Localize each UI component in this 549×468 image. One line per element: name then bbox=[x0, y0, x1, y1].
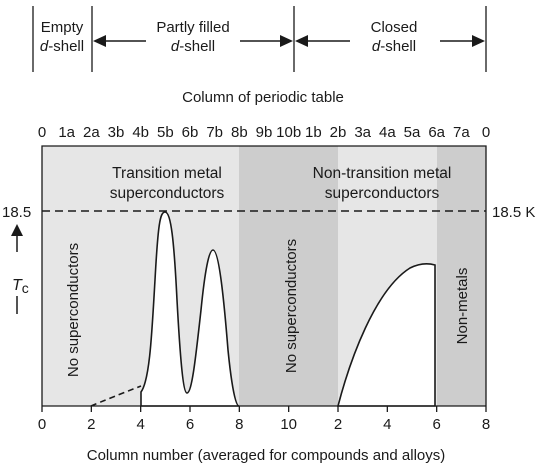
top-tick-label: 0 bbox=[482, 124, 490, 141]
partly-arrow-right-head bbox=[280, 35, 293, 47]
bottom-tick-label: 2 bbox=[334, 416, 342, 433]
top-tick-label: 7a bbox=[453, 124, 470, 141]
top-tick-label: 1b bbox=[305, 124, 322, 141]
y-max-label-right: 18.5 K bbox=[492, 204, 535, 221]
closed-arrow-right-head bbox=[472, 35, 485, 47]
plot-border bbox=[41, 145, 487, 406]
region-no-sc-middle bbox=[239, 146, 338, 406]
tc-symbol: Tc bbox=[12, 277, 29, 296]
top-tick-label: 3a bbox=[354, 124, 371, 141]
shell-bar: Empty d-shell Partly filled d-shell Clos… bbox=[32, 6, 487, 72]
top-tick-label: 0 bbox=[38, 124, 46, 141]
empty-shell-label-2: d-shell bbox=[40, 38, 84, 55]
top-tick-label: 1a bbox=[58, 124, 75, 141]
no-sc-left-label: No superconductors bbox=[65, 243, 82, 377]
y-max-label-left: 18.5 bbox=[2, 204, 31, 221]
non-transition-tc-curve bbox=[336, 262, 436, 407]
partly-arrow-left-head bbox=[93, 35, 106, 47]
non-transition-label-1: Non-transition metal bbox=[313, 165, 452, 182]
top-tick-label: 2a bbox=[83, 124, 100, 141]
bottom-tick-label: 8 bbox=[235, 416, 243, 433]
transition-label-2: superconductors bbox=[110, 185, 225, 202]
bottom-tick-label: 6 bbox=[186, 416, 194, 433]
top-tick-label: 5b bbox=[157, 124, 174, 141]
partly-shell-label-1: Partly filled bbox=[156, 19, 229, 36]
bottom-tick-label: 4 bbox=[136, 416, 144, 433]
top-tick-label: 2b bbox=[330, 124, 347, 141]
tc-arrow-icon bbox=[11, 224, 23, 252]
transition-label-1: Transition metal bbox=[112, 165, 222, 182]
top-tick-label: 8b bbox=[231, 124, 248, 141]
top-tick-label: 5a bbox=[404, 124, 421, 141]
non-metals-label: Non-metals bbox=[454, 268, 471, 345]
top-tick-label: 3b bbox=[108, 124, 125, 141]
empty-shell-label-1: Empty bbox=[41, 19, 84, 36]
bottom-tick-label: 2 bbox=[87, 416, 95, 433]
closed-arrow-left-head bbox=[295, 35, 308, 47]
non-transition-label-2: superconductors bbox=[325, 185, 440, 202]
top-tick-label: 7b bbox=[206, 124, 223, 141]
top-axis-title: Column of periodic table bbox=[182, 89, 344, 106]
bottom-axis-ticks: 0 2 4 6 8 10 2 4 6 8 bbox=[38, 406, 490, 433]
top-tick-label: 4a bbox=[379, 124, 396, 141]
partly-shell-label-2: d-shell bbox=[171, 38, 215, 55]
no-sc-middle-label: No superconductors bbox=[283, 239, 300, 373]
bottom-tick-label: 4 bbox=[383, 416, 391, 433]
region-non-metals bbox=[437, 146, 486, 406]
bottom-tick-label: 6 bbox=[432, 416, 440, 433]
top-tick-label: 10b bbox=[276, 124, 301, 141]
bottom-tick-label: 8 bbox=[482, 416, 490, 433]
top-tick-label: 9b bbox=[256, 124, 273, 141]
top-axis-ticks: 0 1a 2a 3b 4b 5b 6b 7b 8b 9b 10b 1b 2b 3a 4a 5a 6a 7a 0 bbox=[38, 124, 490, 141]
plot-area: Transition metal superconductors Non-tra… bbox=[41, 145, 487, 407]
bottom-tick-label: 10 bbox=[280, 416, 297, 433]
transition-tc-dashed bbox=[90, 385, 142, 407]
top-tick-label: 4b bbox=[132, 124, 149, 141]
transition-tc-curve bbox=[140, 211, 240, 407]
bottom-axis-title: Column number (averaged for compounds an… bbox=[87, 447, 446, 464]
closed-shell-label-2: d-shell bbox=[372, 38, 416, 55]
bottom-tick-label: 0 bbox=[38, 416, 46, 433]
top-tick-label: 6b bbox=[182, 124, 199, 141]
top-tick-label: 6a bbox=[428, 124, 445, 141]
closed-shell-label-1: Closed bbox=[371, 19, 418, 36]
